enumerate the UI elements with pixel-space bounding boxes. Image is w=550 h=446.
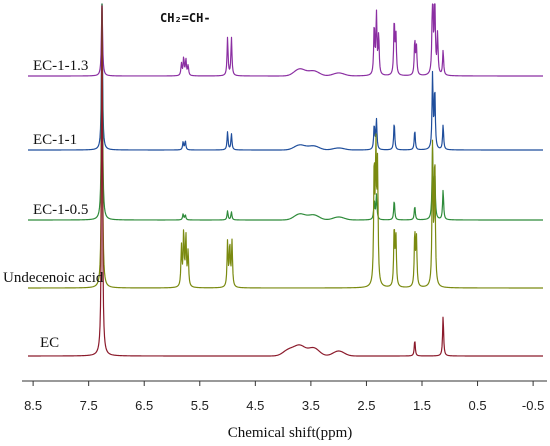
x-tick-label: 4.5 — [246, 398, 264, 413]
x-tick-label: 0.5 — [469, 398, 487, 413]
trace-label: EC — [40, 335, 59, 351]
x-tick-label: 6.5 — [135, 398, 153, 413]
spectrum-trace-undecenoic-acid — [27, 7, 544, 289]
spectra-traces — [27, 3, 544, 357]
spectrum-trace-ec-1-0-5 — [27, 3, 544, 221]
x-tick-label: -0.5 — [522, 398, 544, 413]
trace-label: EC-1-1.3 — [33, 58, 88, 74]
x-tick-label: 8.5 — [24, 398, 42, 413]
x-tick-label: 7.5 — [80, 398, 98, 413]
x-tick-label: 3.5 — [302, 398, 320, 413]
trace-label: EC-1-0.5 — [33, 202, 88, 218]
x-tick-label: 5.5 — [191, 398, 209, 413]
spectrum-trace-ec-1-1 — [27, 3, 544, 151]
trace-label: EC-1-1 — [33, 132, 77, 148]
x-axis-title: Chemical shift(ppm) — [228, 425, 353, 441]
x-axis-ticks: 8.5 7.5 6.5 5.5 4.5 3.5 2.5 1.5 0.5 -0.5 — [24, 381, 544, 413]
x-tick-label: 1.5 — [413, 398, 431, 413]
trace-labels: EC-1-1.3 EC-1-1 EC-1-0.5 Undecenoic acid EC — [3, 58, 104, 351]
vinyl-group-annotation: CH₂=CH- — [160, 11, 211, 25]
trace-label: Undecenoic acid — [3, 270, 104, 286]
spectrum-trace-ec-1-1-3 — [27, 3, 544, 77]
spectrum-trace-ec — [27, 5, 544, 357]
x-tick-label: 2.5 — [357, 398, 375, 413]
